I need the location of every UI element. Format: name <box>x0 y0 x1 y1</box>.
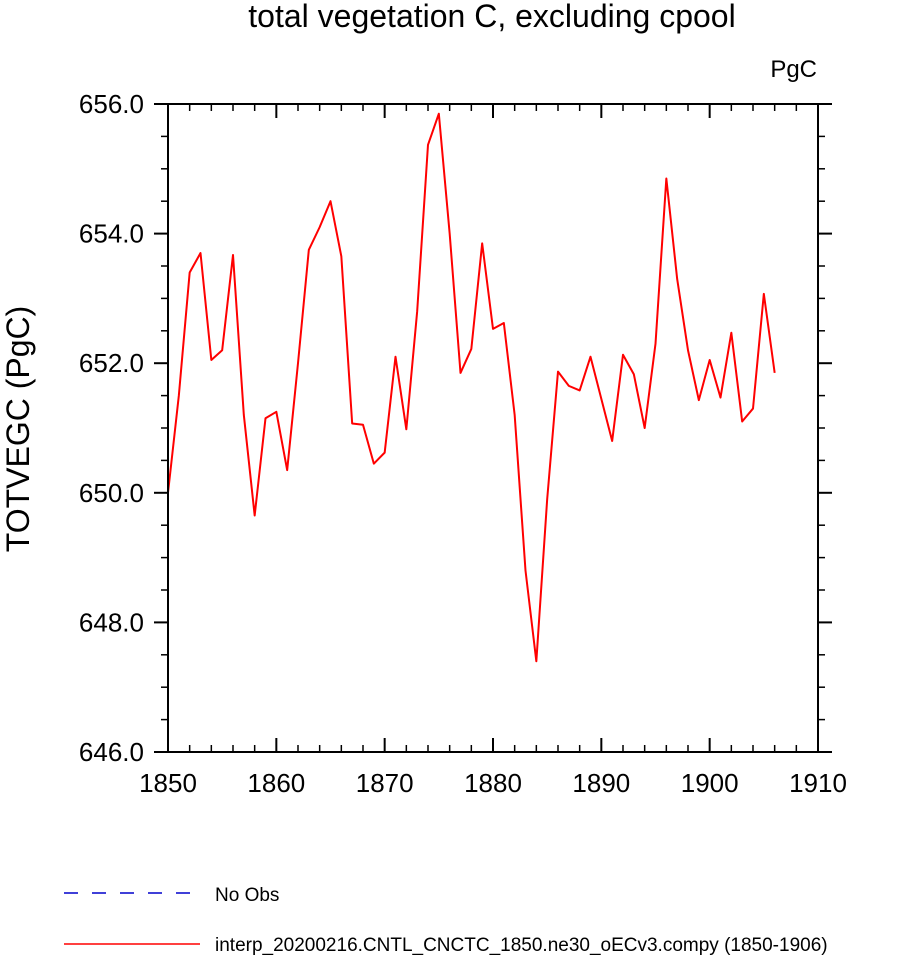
y-tick-label: 656.0 <box>79 89 144 119</box>
tick-labels: 1850 1860 1870 1880 1890 1900 1910 646.0 648.0 65… <box>79 89 847 798</box>
plot-frame <box>167 103 819 753</box>
x-tick-label: 1850 <box>139 768 197 798</box>
y-tick-label: 648.0 <box>79 607 144 637</box>
x-tick-label: 1880 <box>464 768 522 798</box>
x-tick-label: 1910 <box>789 768 847 798</box>
y-tick-label: 654.0 <box>79 219 144 249</box>
x-tick-label: 1860 <box>247 768 305 798</box>
y-tick-label: 650.0 <box>79 478 144 508</box>
series-line <box>167 112 776 663</box>
units-label: PgC <box>770 56 817 83</box>
legend-obs-label: No Obs <box>215 885 279 906</box>
legend: No Obs interp_20200216.CNTL_CNCTC_1850.n… <box>64 885 828 956</box>
x-tick-label: 1900 <box>681 768 739 798</box>
x-tick-label: 1870 <box>356 768 414 798</box>
y-tick-label: 652.0 <box>79 348 144 378</box>
y-tick-label: 646.0 <box>79 737 144 767</box>
y-axis-label: TOTVEGC (PgC) <box>0 306 36 553</box>
chart-title: total vegetation C, excluding cpool <box>248 0 735 34</box>
axis-ticks <box>154 103 832 753</box>
x-tick-label: 1890 <box>572 768 630 798</box>
series-layer <box>167 112 776 663</box>
legend-model-label: interp_20200216.CNTL_CNCTC_1850.ne30_oEC… <box>215 935 828 956</box>
